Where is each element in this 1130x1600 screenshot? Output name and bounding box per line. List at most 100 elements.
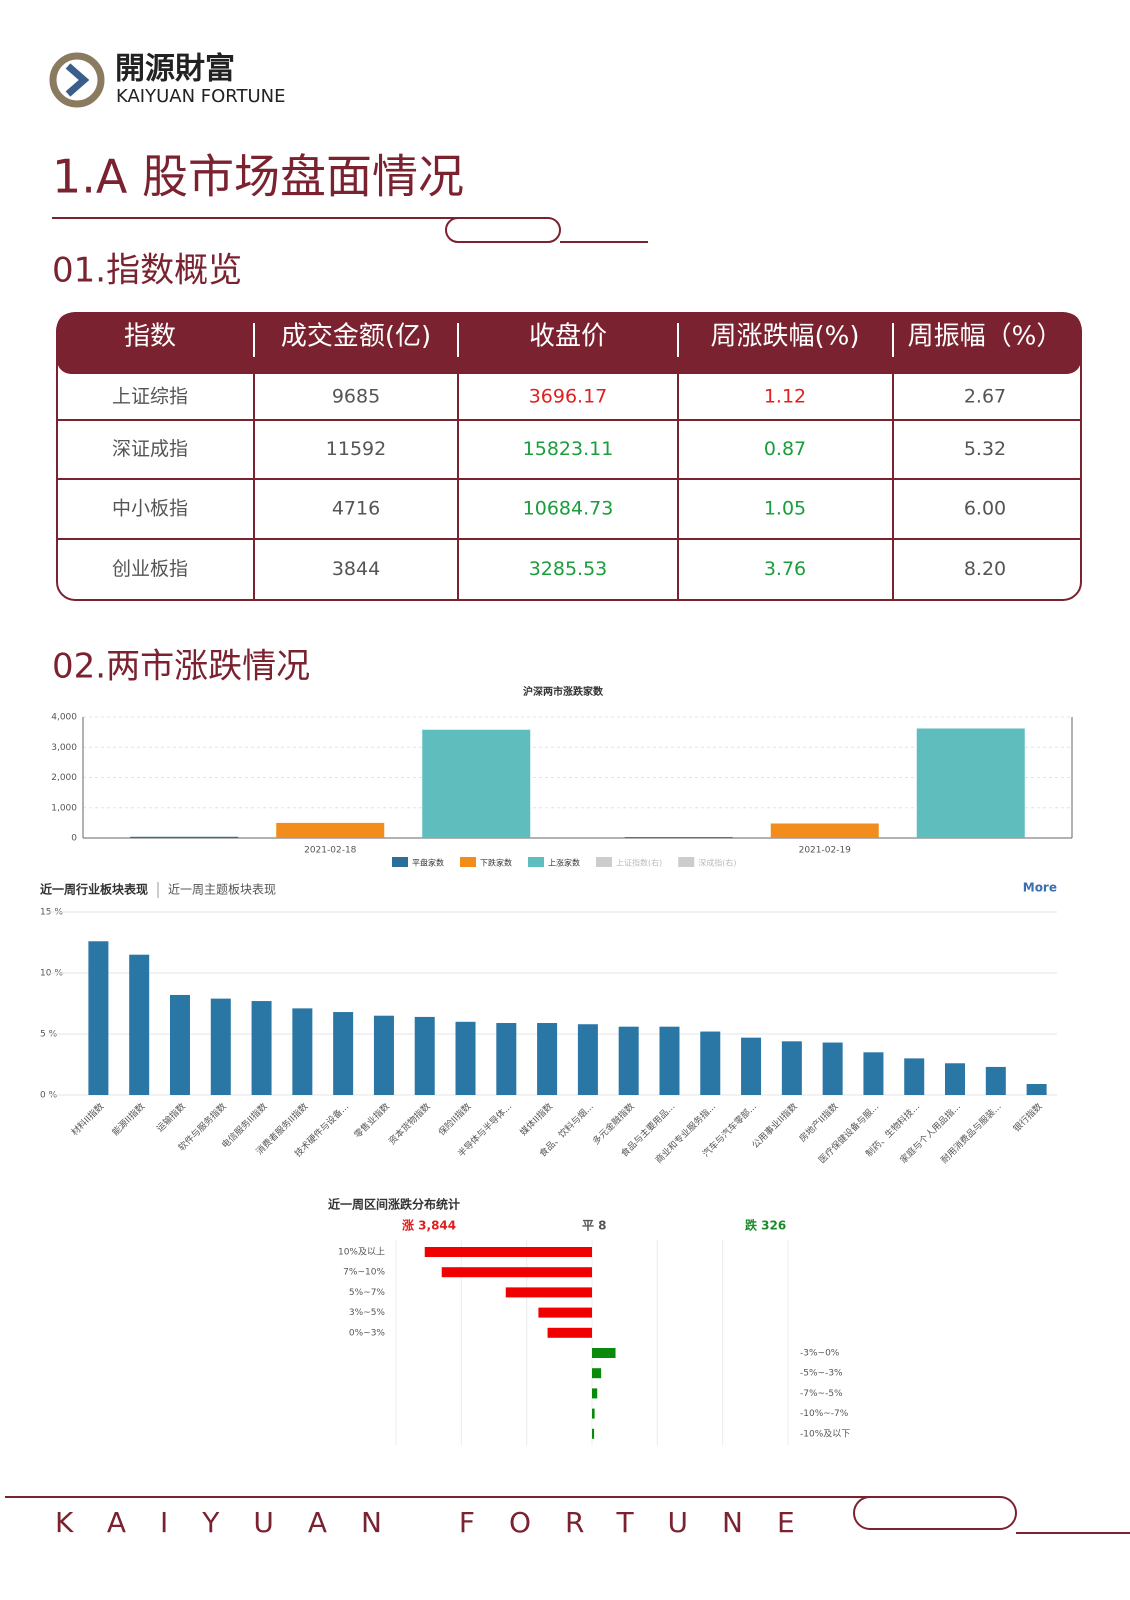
legend-label: 上证指数(右)	[616, 858, 662, 868]
bar	[592, 1388, 598, 1399]
bar	[537, 1023, 558, 1095]
column-header: 成交金额(亿)	[281, 322, 431, 352]
subtitle: 02.两市涨跌情况	[52, 647, 310, 687]
table-cell: 3696.17	[529, 386, 608, 408]
table-cell: 1.12	[764, 386, 806, 408]
bar	[422, 729, 531, 838]
table-cell: 5.32	[964, 438, 1006, 460]
bar	[538, 1307, 592, 1318]
x-tick-label: 材料II指数	[69, 1100, 107, 1138]
bar	[781, 1041, 802, 1095]
table-cell: 6.00	[964, 498, 1006, 520]
bar	[292, 1008, 313, 1095]
bar	[770, 823, 879, 838]
logo-cn: 開源財富	[115, 52, 235, 87]
y-tick-label: 4,000	[51, 713, 77, 723]
x-tick-label: 媒体II指数	[517, 1100, 555, 1138]
table-cell: 上证综指	[112, 386, 188, 408]
bar	[741, 1037, 762, 1095]
x-tick-label: 资本货物指数	[386, 1100, 433, 1147]
bar	[916, 728, 1025, 838]
x-tick-label: 银行指数	[1011, 1100, 1045, 1134]
legend-swatch	[596, 857, 612, 867]
bar	[700, 1031, 721, 1095]
category-label: 3%~5%	[349, 1308, 386, 1318]
bar	[863, 1052, 884, 1095]
bar	[547, 1327, 592, 1338]
summary-label: 跌 326	[745, 1218, 786, 1233]
table-cell: 2.67	[964, 386, 1006, 408]
footer-rule	[5, 1496, 1130, 1534]
legend-swatch	[460, 857, 476, 867]
bar	[129, 954, 150, 1095]
x-tick-label: 多元金融指数	[590, 1100, 637, 1147]
column-header: 收盘价	[529, 322, 607, 352]
table-cell: 3285.53	[529, 558, 608, 580]
logo-ring	[49, 52, 105, 108]
table-cell: 3844	[332, 558, 380, 580]
x-tick-label: 2021-02-18	[304, 846, 357, 856]
bar	[577, 1024, 598, 1095]
category-label: 5%~7%	[349, 1288, 386, 1298]
tab[interactable]: 近一周行业板块表现	[40, 882, 148, 897]
bar	[424, 1247, 592, 1257]
tab[interactable]: 近一周主题板块表现	[168, 883, 276, 897]
x-tick-label: 运输指数	[154, 1100, 188, 1134]
column-header: 周涨跌幅(%)	[711, 322, 860, 352]
table-cell: 3.76	[764, 558, 806, 580]
subtitle: 01.指数概览	[52, 251, 242, 291]
category-label: 7%~10%	[343, 1268, 385, 1278]
table-cell: 中小板指	[112, 498, 188, 520]
chart-title: 近一周区间涨跌分布统计	[328, 1197, 460, 1212]
y-tick-label: 0	[71, 834, 77, 844]
bar	[945, 1063, 966, 1095]
more-link[interactable]: More	[1023, 881, 1057, 895]
table-cell: 8.20	[964, 558, 1006, 580]
table-cell: 15823.11	[523, 438, 614, 460]
category-label: -7%~-5%	[800, 1389, 843, 1399]
category-label: -10%~-7%	[800, 1409, 849, 1419]
logo-en: KAIYUAN FORTUNE	[116, 86, 286, 107]
category-label: 10%及以上	[338, 1247, 385, 1258]
category-label: -5%~-3%	[800, 1369, 843, 1379]
table-cell: 11592	[326, 438, 386, 460]
bar	[592, 1368, 602, 1379]
bar	[496, 1023, 517, 1095]
legend-swatch	[392, 857, 408, 867]
legend-label: 上涨家数	[548, 858, 580, 868]
legend-label: 深成指(右)	[698, 858, 736, 868]
bar	[985, 1066, 1006, 1095]
column-header: 指数	[124, 322, 176, 352]
x-tick-label: 能源II指数	[109, 1100, 147, 1138]
table-cell: 4716	[332, 498, 380, 520]
legend-label: 下跌家数	[480, 858, 512, 868]
summary-label: 涨 3,844	[402, 1218, 456, 1233]
bar	[618, 1026, 639, 1095]
x-tick-label: 保险II指数	[436, 1100, 474, 1138]
bar	[373, 1015, 394, 1095]
bar	[904, 1058, 925, 1095]
table-cell: 9685	[332, 386, 380, 408]
bar	[1026, 1084, 1047, 1095]
y-tick-label: 1,000	[51, 803, 77, 813]
x-tick-label: 2021-02-19	[799, 846, 852, 856]
bar	[251, 1001, 272, 1095]
table-cell: 10684.73	[523, 498, 614, 520]
bar	[505, 1287, 592, 1298]
table-header	[57, 313, 1081, 374]
bar	[88, 941, 109, 1095]
table-cell: 0.87	[764, 438, 806, 460]
bar	[455, 1021, 476, 1095]
bar	[592, 1348, 616, 1358]
legend-swatch	[678, 857, 695, 867]
column-header: 周振幅（%）	[908, 322, 1063, 352]
bar	[414, 1016, 435, 1095]
category-label: -10%及以下	[800, 1428, 850, 1439]
bar	[333, 1012, 354, 1095]
category-label: 0%~3%	[349, 1328, 386, 1338]
bar	[592, 1408, 595, 1419]
bar	[169, 994, 190, 1095]
legend-label: 平盘家数	[412, 858, 444, 868]
chart-title: 沪深两市涨跌家数	[523, 685, 604, 698]
